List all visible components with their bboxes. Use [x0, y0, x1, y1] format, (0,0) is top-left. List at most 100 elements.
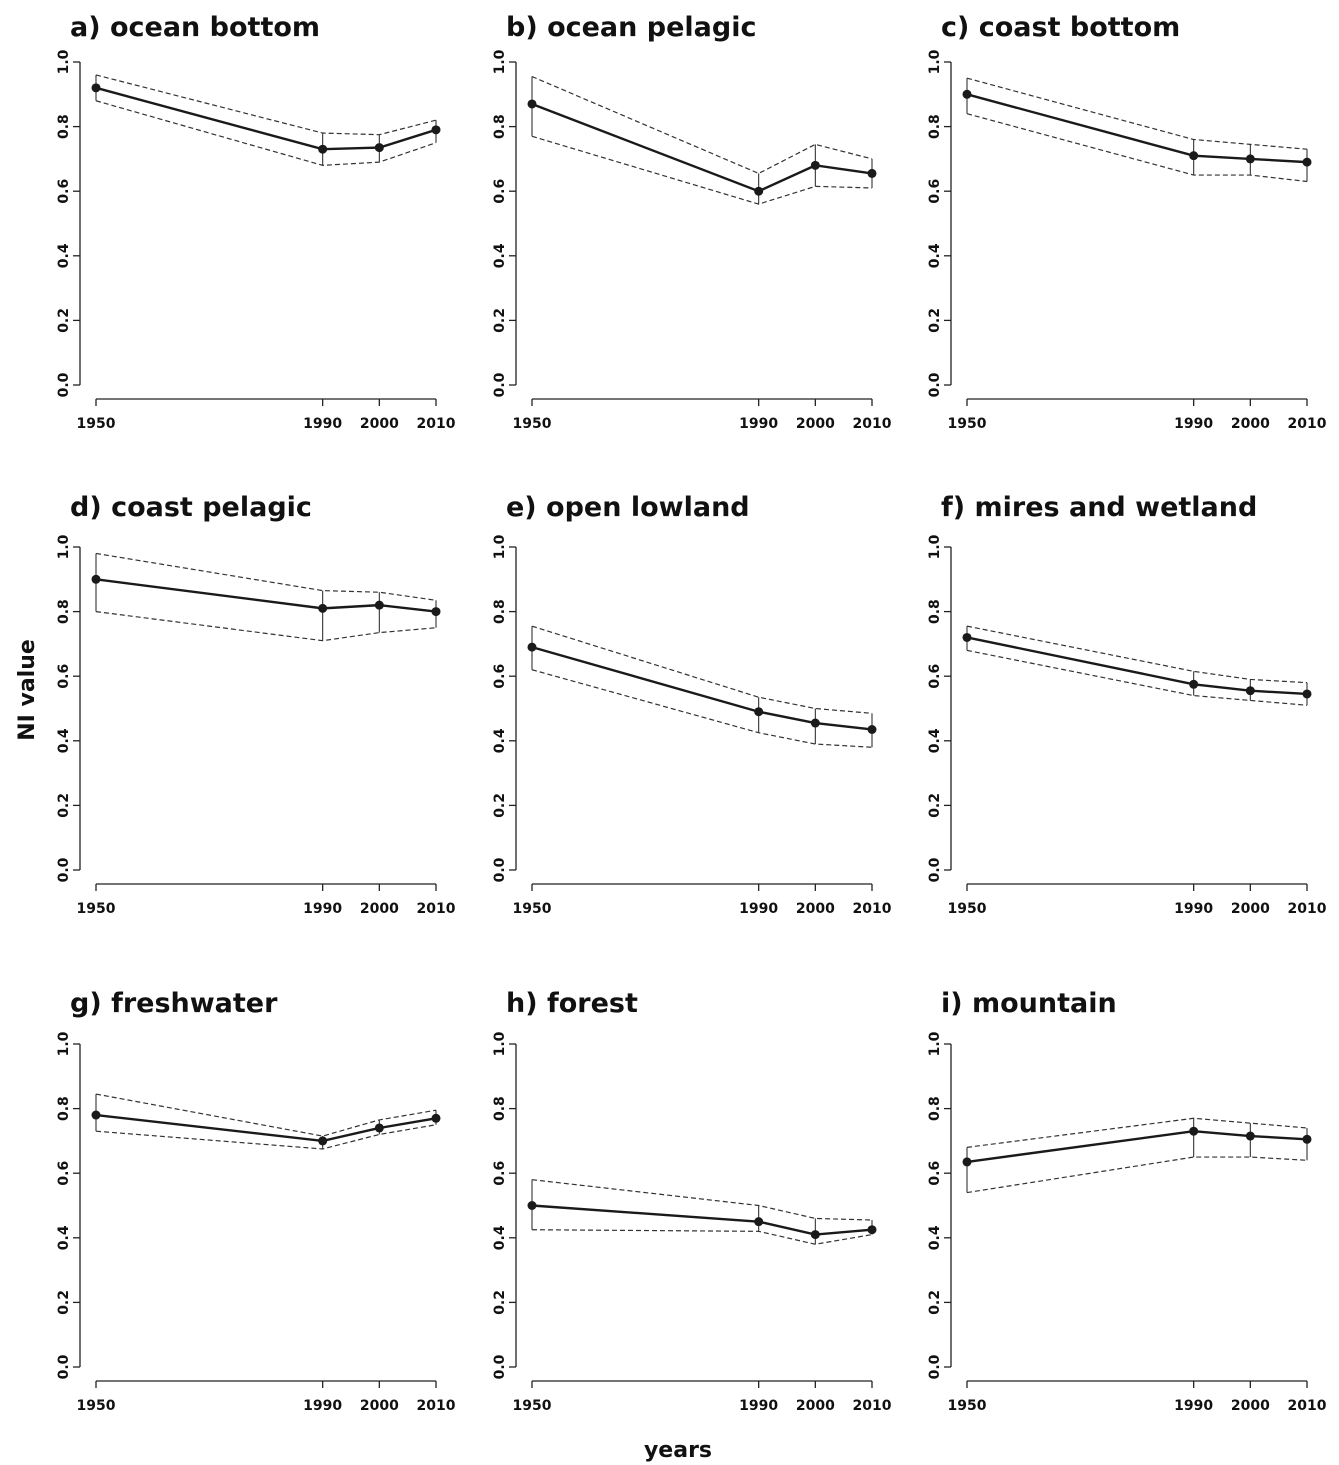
x-tick-label: 1990	[1174, 901, 1213, 917]
y-tick-label: 1.0	[927, 534, 943, 559]
lower-bound-line	[531, 669, 873, 748]
x-tick-label: 1950	[77, 416, 116, 432]
x-tick-label: 1950	[513, 1398, 552, 1414]
data-point	[527, 99, 537, 109]
data-point	[374, 1123, 384, 1133]
data-point	[527, 642, 537, 652]
y-tick-label: 1.0	[56, 49, 72, 74]
y-tick-label: 0.6	[56, 179, 72, 204]
mean-line	[966, 93, 1308, 164]
y-tick-label: 0.8	[927, 599, 943, 624]
lower-bound-line	[531, 135, 873, 205]
panel-title: f) mires and wetland	[941, 492, 1257, 523]
y-tick-label: 0.8	[927, 1096, 943, 1121]
panel-title: d) coast pelagic	[70, 492, 312, 523]
y-tick-label: 0.0	[492, 1354, 508, 1379]
panel-title: c) coast bottom	[941, 12, 1180, 43]
x-tick-label: 1990	[739, 1398, 778, 1414]
panel-title: a) ocean bottom	[70, 12, 320, 43]
lower-bound-line	[531, 1229, 873, 1245]
data-point	[431, 607, 441, 617]
y-tick-label: 1.0	[492, 534, 508, 559]
y-tick-label: 0.2	[492, 793, 508, 818]
data-point	[1302, 157, 1312, 167]
upper-bound-line	[531, 625, 873, 714]
x-tick-label: 2010	[853, 1398, 892, 1414]
lower-bound-line	[966, 649, 1308, 706]
data-point	[962, 632, 972, 642]
x-tick-label: 1950	[948, 901, 987, 917]
x-tick-label: 2010	[417, 416, 456, 432]
data-point	[1302, 1134, 1312, 1144]
x-tick-label: 2010	[417, 1398, 456, 1414]
x-tick-label: 2000	[360, 416, 399, 432]
y-tick-label: 0.8	[927, 114, 943, 139]
y-tick-label: 0.4	[56, 243, 72, 268]
y-tick-label: 1.0	[927, 49, 943, 74]
panels-container: a) ocean bottom 0.0 0.2 0.4 0.6 0.8 1.0 1950 199…	[56, 12, 1327, 1414]
data-point	[810, 160, 820, 170]
panel-7: h) forest 0.0 0.2 0.4 0.6 0.8 1.0 1950 1990 2000 2…	[492, 988, 892, 1414]
x-tick-label: 1990	[303, 1398, 342, 1414]
data-point	[431, 1113, 441, 1123]
mean-line	[531, 1204, 873, 1236]
panel-1: b) ocean pelagic 0.0 0.2 0.4 0.6 0.8 1.0 1950 19…	[492, 12, 892, 432]
data-point	[91, 574, 101, 584]
data-point	[754, 707, 764, 717]
x-tick-label: 2010	[1288, 901, 1327, 917]
lower-bound-line	[95, 611, 437, 642]
upper-bound-line	[966, 625, 1308, 684]
lower-bound-line	[95, 100, 437, 166]
x-tick-label: 1950	[77, 901, 116, 917]
y-tick-label: 1.0	[56, 534, 72, 559]
mean-line	[966, 636, 1308, 696]
x-tick-label: 2010	[417, 901, 456, 917]
panel-2: c) coast bottom 0.0 0.2 0.4 0.6 0.8 1.0 1950 199…	[927, 12, 1327, 432]
data-point	[810, 718, 820, 728]
lower-bound-line	[95, 1124, 437, 1150]
y-tick-label: 0.6	[492, 179, 508, 204]
y-tick-label: 0.2	[927, 1290, 943, 1315]
panel-8: i) mountain 0.0 0.2 0.4 0.6 0.8 1.0 1950 1990 200…	[927, 988, 1327, 1414]
mean-line	[95, 1113, 437, 1143]
data-point	[374, 600, 384, 610]
y-tick-label: 0.4	[927, 1225, 943, 1250]
data-point	[91, 1110, 101, 1120]
upper-bound-line	[95, 74, 437, 136]
y-tick-label: 0.8	[56, 114, 72, 139]
data-point	[867, 724, 877, 734]
data-point	[962, 89, 972, 99]
y-tick-label: 0.0	[56, 857, 72, 882]
x-tick-label: 1950	[948, 416, 987, 432]
panel-title: e) open lowland	[506, 492, 750, 523]
y-tick-label: 1.0	[492, 49, 508, 74]
x-tick-label: 2000	[1231, 416, 1270, 432]
lower-bound-line	[966, 113, 1308, 183]
data-point	[867, 1225, 877, 1235]
data-point	[1245, 1131, 1255, 1141]
y-tick-label: 1.0	[56, 1031, 72, 1056]
data-point	[962, 1157, 972, 1167]
x-tick-label: 1990	[739, 416, 778, 432]
data-point	[431, 125, 441, 135]
upper-bound-line	[966, 1117, 1308, 1148]
y-tick-label: 0.4	[492, 243, 508, 268]
x-tick-label: 2010	[853, 416, 892, 432]
x-tick-label: 1950	[77, 1398, 116, 1414]
y-tick-label: 0.6	[927, 179, 943, 204]
y-tick-label: 0.0	[927, 857, 943, 882]
y-tick-label: 0.0	[492, 857, 508, 882]
y-tick-label: 1.0	[927, 1031, 943, 1056]
data-point	[810, 1230, 820, 1240]
y-tick-label: 0.6	[927, 1161, 943, 1186]
x-tick-label: 2000	[1231, 1398, 1270, 1414]
y-tick-label: 0.2	[492, 308, 508, 333]
data-point	[374, 143, 384, 153]
x-tick-label: 1950	[948, 1398, 987, 1414]
x-tick-label: 2000	[360, 1398, 399, 1414]
lower-bound-line	[966, 1156, 1308, 1194]
y-tick-label: 0.2	[56, 1290, 72, 1315]
data-point	[1302, 689, 1312, 699]
y-tick-label: 0.4	[56, 1225, 72, 1250]
